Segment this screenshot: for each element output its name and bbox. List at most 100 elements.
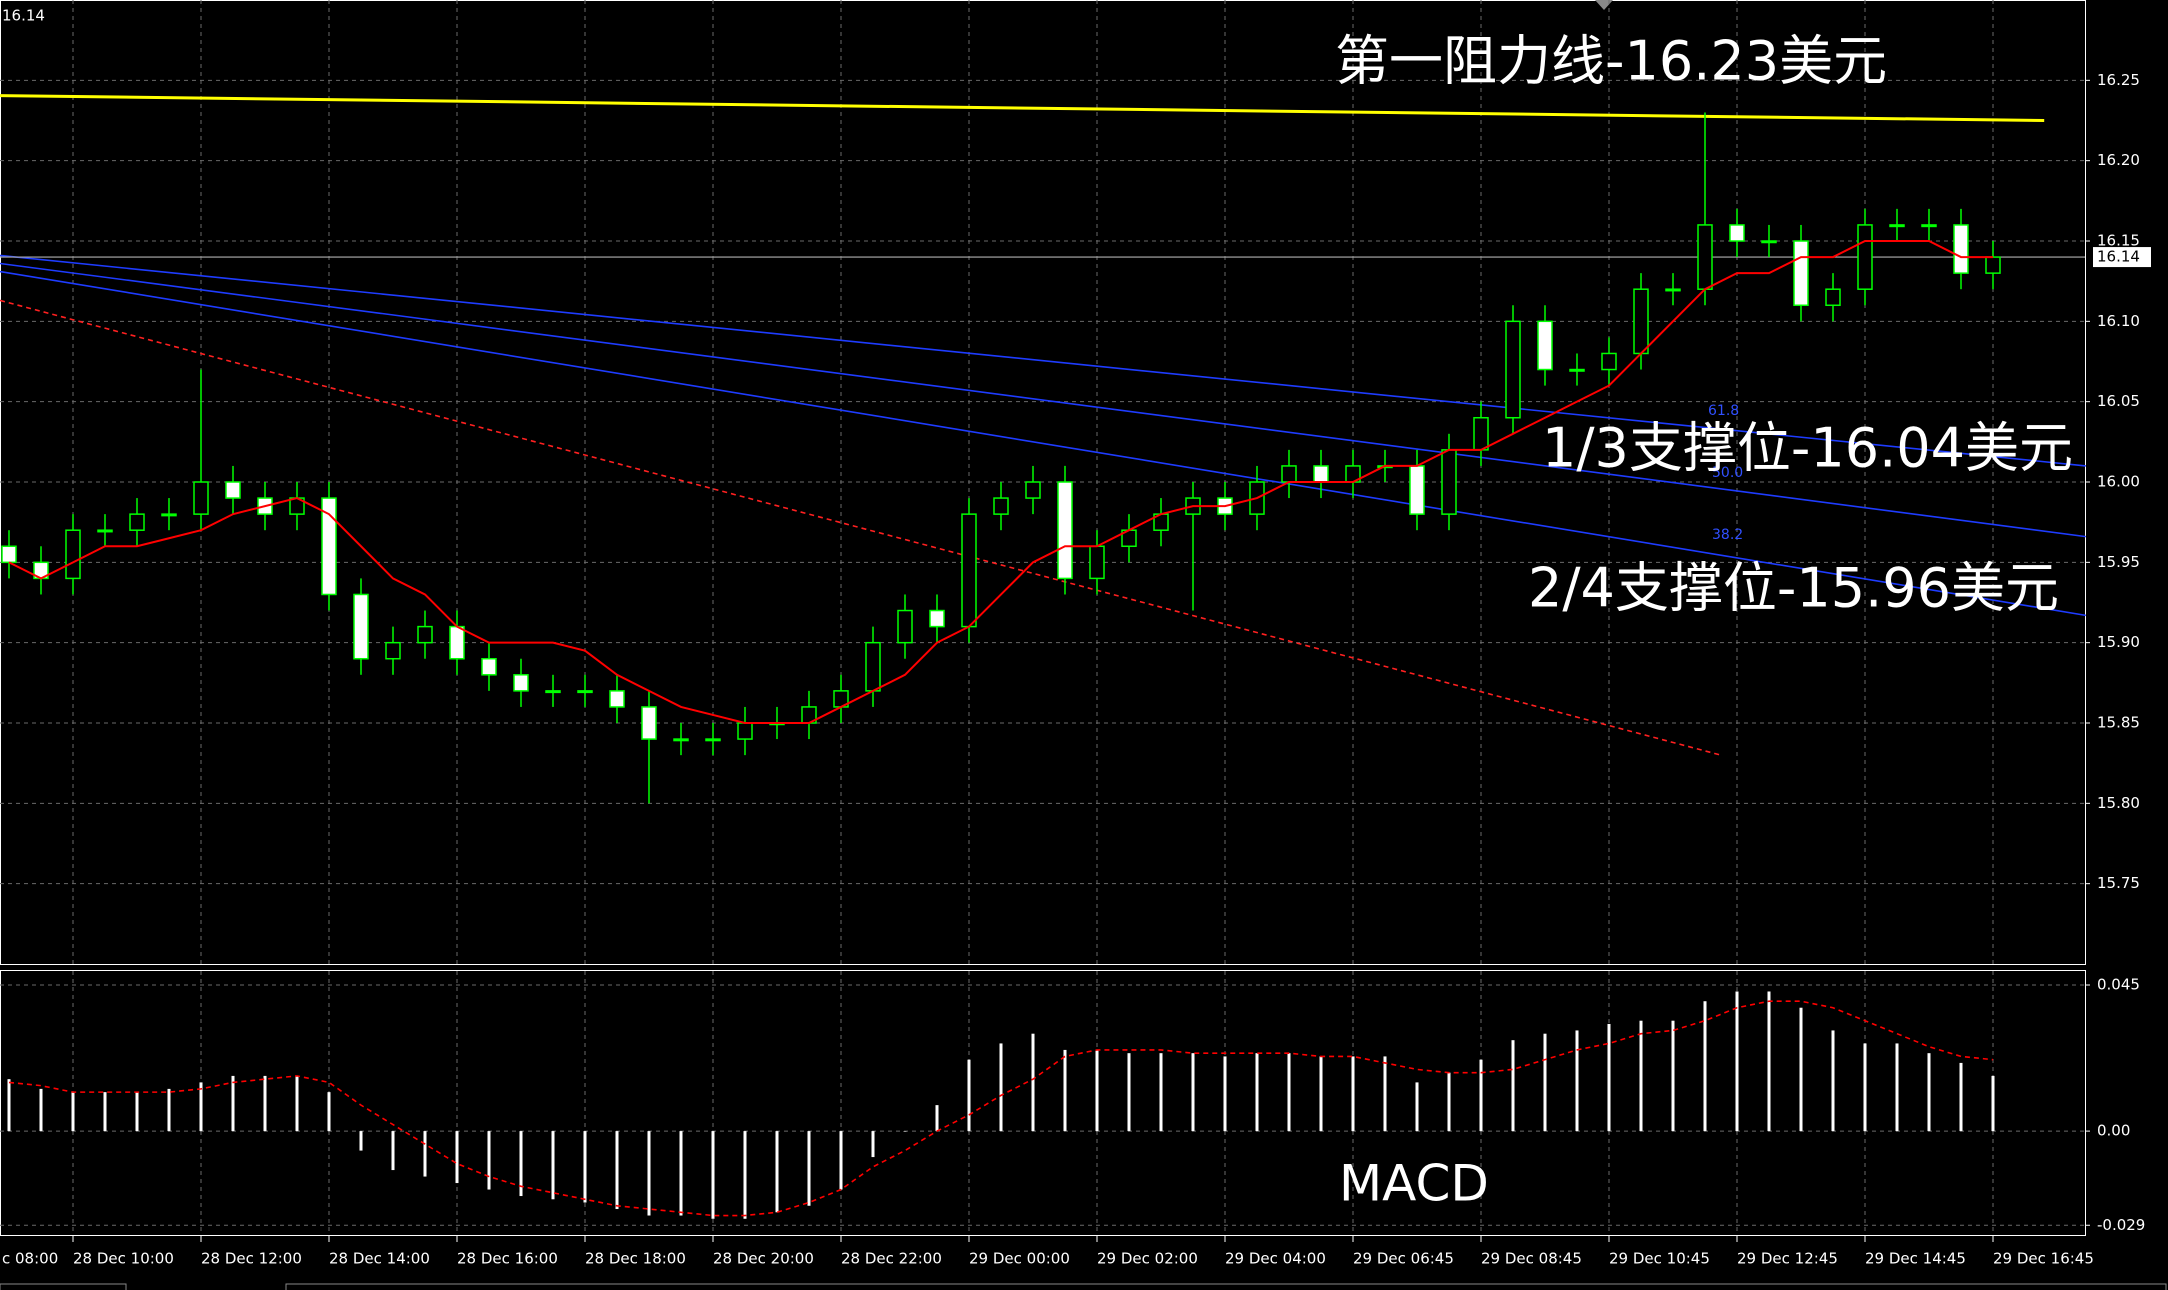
candle-body xyxy=(993,497,1009,515)
macd-bar xyxy=(1223,1056,1227,1132)
macd-bar xyxy=(295,1075,299,1132)
candle-body xyxy=(513,674,529,692)
macd-bar xyxy=(871,1131,875,1158)
candle-body xyxy=(1729,224,1745,242)
x-tick-label: 28 Dec 14:00 xyxy=(329,1250,430,1268)
candle-body xyxy=(1985,256,2001,274)
macd-bar xyxy=(1895,1043,1899,1132)
x-tick-label: 29 Dec 16:45 xyxy=(1993,1250,2094,1268)
macd-title: MACD xyxy=(1339,1155,1489,1213)
macd-bar xyxy=(167,1088,171,1132)
macd-bar xyxy=(1319,1056,1323,1132)
candle-body xyxy=(865,641,881,692)
macd-bar xyxy=(647,1131,651,1216)
candle-body xyxy=(897,609,913,644)
candle-body xyxy=(737,722,753,740)
macd-bar xyxy=(359,1131,363,1151)
candle-body xyxy=(449,625,465,660)
candle-body xyxy=(225,481,241,499)
candle-body xyxy=(1601,352,1617,371)
macd-bar xyxy=(1063,1049,1067,1132)
macd-bar xyxy=(903,1131,907,1132)
macd-bar xyxy=(7,1079,11,1132)
x-tick-label: 29 Dec 04:00 xyxy=(1225,1250,1326,1268)
candle-body xyxy=(481,657,497,676)
macd-bar xyxy=(807,1131,811,1206)
candle-body xyxy=(1825,288,1841,307)
macd-bar xyxy=(615,1131,619,1210)
candle-body xyxy=(129,513,145,531)
top-price-label: 16.14 xyxy=(2,7,45,25)
macd-bar xyxy=(1671,1020,1675,1132)
candle-body xyxy=(161,513,177,517)
macd-bar xyxy=(391,1131,395,1171)
candle-body xyxy=(417,625,433,644)
candle-body xyxy=(321,497,337,596)
candle-body xyxy=(1857,224,1873,290)
macd-bar xyxy=(1447,1072,1451,1132)
macd-bar xyxy=(839,1131,843,1190)
trend-line xyxy=(0,270,2086,617)
x-tick-label: 28 Dec 12:00 xyxy=(201,1250,302,1268)
candle-body xyxy=(1409,465,1425,515)
macd-bar xyxy=(711,1131,715,1219)
macd-bar xyxy=(423,1131,427,1177)
macd-bar xyxy=(551,1131,555,1200)
candle-body xyxy=(353,593,369,660)
y-tick-label: 16.10 xyxy=(2097,312,2140,330)
current-price-label: 16.14 xyxy=(2097,248,2140,266)
y-tick-label: 16.20 xyxy=(2097,151,2140,169)
candle-body xyxy=(1761,240,1777,244)
candle-body xyxy=(1793,240,1809,307)
macd-bar xyxy=(231,1075,235,1132)
macd-bar xyxy=(1991,1075,1995,1132)
y-tick-label: 15.75 xyxy=(2097,874,2140,892)
macd-bar xyxy=(487,1131,491,1190)
macd-bar xyxy=(583,1131,587,1203)
macd-panel-frame xyxy=(0,970,2086,1236)
y-tick-label: 16.00 xyxy=(2097,473,2140,491)
macd-bar xyxy=(1703,1001,1707,1132)
macd-bar xyxy=(1383,1056,1387,1132)
moving-average xyxy=(8,240,1993,724)
candle-body xyxy=(641,706,657,740)
x-tick-label: 29 Dec 08:45 xyxy=(1481,1250,1582,1268)
candle-body xyxy=(97,529,113,533)
candle-body xyxy=(1473,416,1489,451)
macd-signal xyxy=(8,1000,1994,1217)
candle-body xyxy=(385,641,401,660)
y-tick-label: 16.05 xyxy=(2097,392,2140,410)
y-tick-label: 15.80 xyxy=(2097,794,2140,812)
macd-bar xyxy=(519,1131,523,1197)
candle-body xyxy=(577,690,593,694)
shift-marker xyxy=(1595,0,1613,10)
candle-body xyxy=(1921,224,1937,228)
macd-bar xyxy=(935,1105,939,1132)
fib-label: 50.0 xyxy=(1712,465,1743,481)
tab xyxy=(0,1283,127,1290)
macd-bar xyxy=(71,1092,75,1132)
macd-bar xyxy=(455,1131,459,1184)
candle-body xyxy=(1697,224,1713,290)
x-tick-label: 28 Dec 10:00 xyxy=(73,1250,174,1268)
candle-body xyxy=(673,738,689,742)
macd-bar xyxy=(1639,1020,1643,1132)
macd-bar xyxy=(1959,1062,1963,1132)
trend-line xyxy=(0,254,2086,467)
y-tick-label: 15.95 xyxy=(2097,553,2140,571)
macd-bar xyxy=(743,1131,747,1219)
candle-body xyxy=(1025,481,1041,499)
macd-bar xyxy=(1127,1053,1131,1132)
macd-bar xyxy=(999,1043,1003,1132)
macd-bar xyxy=(1351,1056,1355,1132)
macd-bar xyxy=(1511,1040,1515,1132)
macd-bar xyxy=(1607,1023,1611,1132)
candle-body xyxy=(1537,320,1553,371)
x-tick-label: 28 Dec 18:00 xyxy=(585,1250,686,1268)
macd-bar xyxy=(1927,1053,1931,1132)
macd-bar xyxy=(1095,1049,1099,1132)
candle-body xyxy=(1089,545,1105,580)
x-tick-label: 28 Dec 16:00 xyxy=(457,1250,558,1268)
y-tick-label: -0.029 xyxy=(2097,1216,2145,1234)
